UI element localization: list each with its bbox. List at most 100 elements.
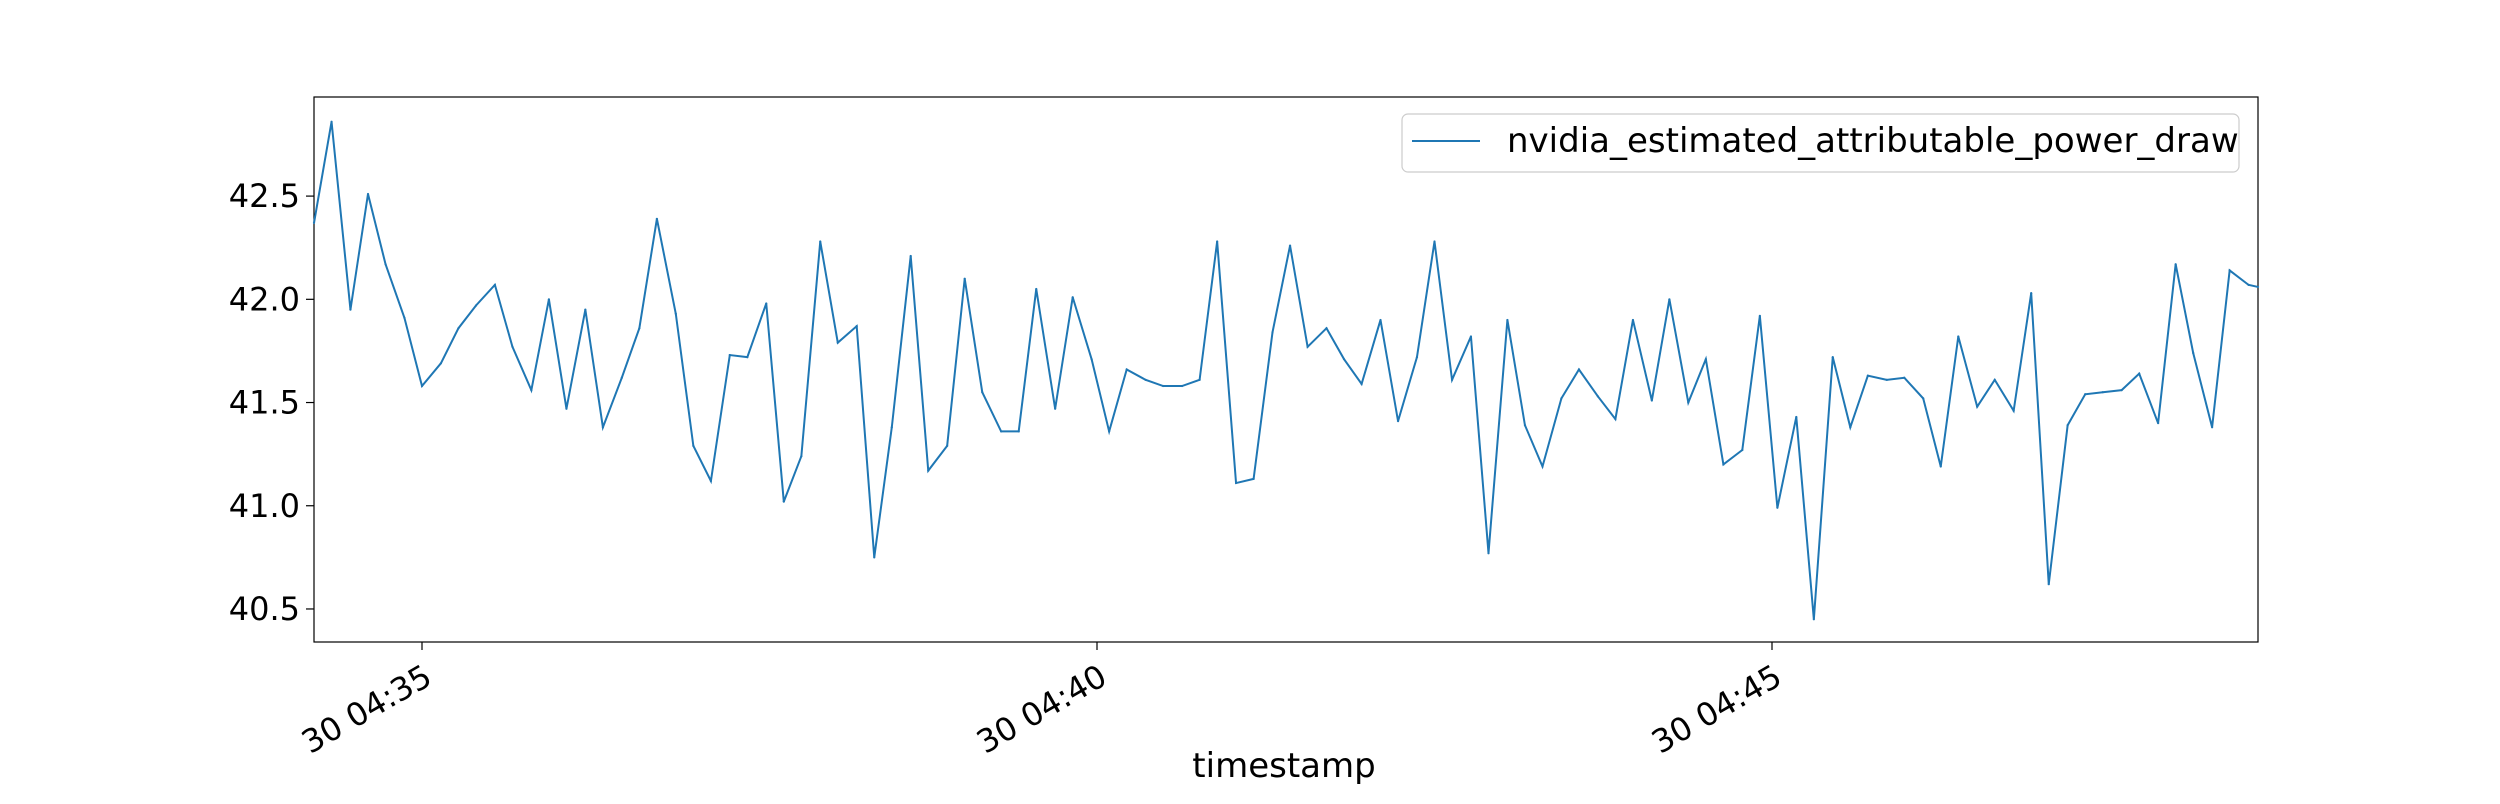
data-point [1450, 378, 1454, 381]
data-point [547, 298, 551, 301]
data-point [1849, 426, 1852, 429]
data-point [1577, 368, 1581, 371]
y-tick-label: 41.0 [229, 487, 300, 525]
data-point [655, 217, 659, 220]
data-point [620, 376, 623, 379]
data-point [709, 479, 713, 483]
y-tick-label: 40.5 [229, 590, 300, 628]
data-point [565, 407, 568, 410]
legend-box [1401, 113, 2240, 173]
data-point [1415, 356, 1419, 359]
data-point [638, 327, 641, 330]
data-point [981, 391, 984, 394]
data-point [2066, 424, 2069, 427]
data-point [1903, 376, 1906, 379]
data-point [1288, 244, 1292, 247]
data-point [836, 341, 839, 344]
data-point [1976, 405, 1979, 408]
data-point [1831, 356, 1834, 359]
data-point [1180, 384, 1184, 388]
data-point [1541, 465, 1544, 468]
data-point [2228, 269, 2231, 272]
data-point [474, 304, 478, 307]
data-point [1704, 358, 1707, 361]
data-point [1433, 240, 1436, 243]
data-point [1614, 417, 1617, 421]
data-point [1162, 384, 1165, 388]
data-point [1506, 318, 1509, 322]
data-point [890, 426, 893, 429]
data-point [909, 254, 912, 258]
data-point [420, 384, 424, 388]
data-point [692, 444, 695, 447]
data-point [1866, 374, 1869, 377]
data-point [1054, 407, 1057, 410]
data-point [1342, 358, 1346, 361]
data-point [384, 263, 387, 266]
data-point [1795, 415, 1798, 419]
data-point [927, 469, 930, 472]
data-point [1469, 335, 1473, 338]
data-point [1198, 378, 1201, 381]
data-point [2047, 583, 2050, 586]
data-point [746, 356, 749, 359]
legend: nvidia_estimated_attributable_power_draw [1401, 113, 2240, 173]
data-point [1758, 314, 1761, 317]
data-point [403, 316, 406, 319]
data-point [493, 283, 496, 286]
data-point [1487, 552, 1490, 555]
y-axis: 40.5 41.0 41.5 42.0 42.5 [229, 177, 314, 628]
data-point [2101, 391, 2104, 394]
data-point [1885, 378, 1888, 381]
data-point [1216, 240, 1219, 243]
data-point [530, 389, 533, 392]
data-point [1741, 448, 1744, 452]
data-point [439, 362, 442, 365]
data-point [2256, 285, 2260, 289]
data-point [312, 221, 316, 225]
data-point [1993, 378, 1996, 381]
data-point [1631, 318, 1635, 322]
data-point [1090, 358, 1093, 361]
data-point [349, 308, 352, 311]
data-point [1812, 618, 1815, 621]
data-point [1776, 506, 1779, 509]
y-tick-label: 42.5 [229, 177, 300, 215]
data-point [1017, 430, 1020, 433]
data-point [1144, 378, 1147, 381]
data-point [1687, 401, 1690, 404]
data-point [1939, 465, 1942, 468]
data-point [1000, 430, 1003, 433]
data-point [782, 500, 785, 503]
axes-frame [313, 96, 2259, 643]
data-point [1379, 318, 1382, 322]
data-point [1922, 397, 1925, 400]
data-point [963, 277, 966, 280]
data-point [800, 455, 803, 458]
data-point [1035, 287, 1038, 291]
data-point [457, 327, 460, 330]
data-point [873, 556, 876, 559]
data-point [1560, 397, 1563, 400]
data-point [1523, 424, 1527, 427]
data-point [946, 444, 949, 447]
data-point [1396, 420, 1400, 423]
data-point [366, 192, 370, 196]
data-point [855, 325, 858, 328]
data-point [2084, 393, 2087, 396]
data-point [1668, 298, 1671, 301]
data-point [1596, 395, 1599, 398]
data-points [312, 120, 2260, 621]
data-point [1252, 477, 1255, 481]
data-point [2138, 372, 2141, 375]
data-point [1108, 430, 1111, 433]
data-point [1125, 368, 1128, 371]
legend-label: nvidia_estimated_attributable_power_draw [1507, 121, 2239, 161]
data-point [1325, 327, 1328, 330]
data-point [2157, 422, 2160, 425]
data-point [765, 302, 768, 305]
data-point [728, 353, 731, 357]
data-point [1071, 296, 1074, 299]
data-point [2030, 292, 2033, 295]
